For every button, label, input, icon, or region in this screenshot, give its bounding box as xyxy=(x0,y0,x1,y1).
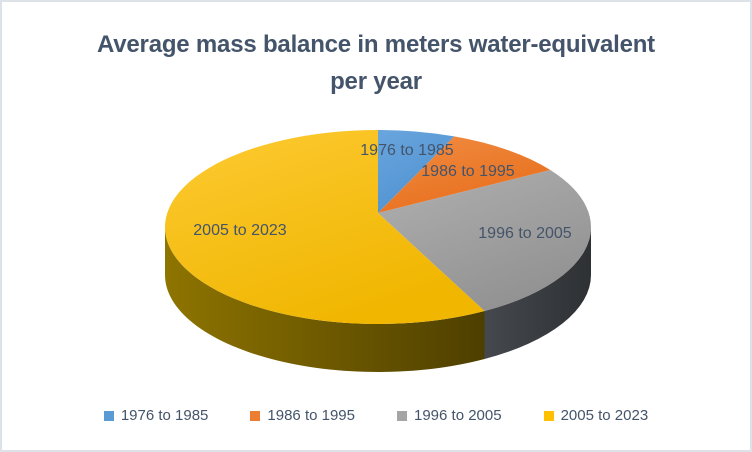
pie-slice-side-2005-to-2023 xyxy=(165,227,485,372)
legend-item-2005-to-2023[interactable]: 2005 to 2023 xyxy=(543,407,649,424)
legend-label: 1976 to 1985 xyxy=(120,407,209,424)
slice-label: 1996 to 2005 xyxy=(478,225,572,242)
pie-slice-1986-to-1995[interactable] xyxy=(378,136,551,213)
slice-label: 1976 to 1985 xyxy=(360,142,454,159)
legend-label: 1996 to 2005 xyxy=(414,407,502,424)
chart-title: Average mass balance in meters water-equ… xyxy=(97,31,655,96)
legend-item-1976-to-1985[interactable]: 1976 to 1985 xyxy=(103,407,209,424)
legend-swatch-blue xyxy=(103,410,114,421)
slice-label: 2005 to 2023 xyxy=(193,222,287,239)
slice-label: 1986 to 1995 xyxy=(421,163,515,180)
legend: 1976 to 1985 1986 to 1995 1996 to 2005 2… xyxy=(2,407,750,424)
pie-slice-2005-to-2023[interactable] xyxy=(164,129,485,324)
pie-slice-side-1996-to-2005 xyxy=(484,227,591,359)
legend-item-1986-to-1995[interactable]: 1986 to 1995 xyxy=(250,407,355,424)
pie-slice-1976-to-1985[interactable] xyxy=(378,129,455,213)
legend-swatch-yellow xyxy=(543,410,554,421)
legend-label: 1986 to 1995 xyxy=(267,407,355,424)
legend-swatch-orange xyxy=(250,410,261,421)
pie-slice-1996-to-2005[interactable] xyxy=(378,170,591,311)
legend-label: 2005 to 2023 xyxy=(560,407,649,424)
legend-swatch-gray xyxy=(397,410,407,421)
legend-item-1996-to-2005[interactable]: 1996 to 2005 xyxy=(397,407,502,424)
